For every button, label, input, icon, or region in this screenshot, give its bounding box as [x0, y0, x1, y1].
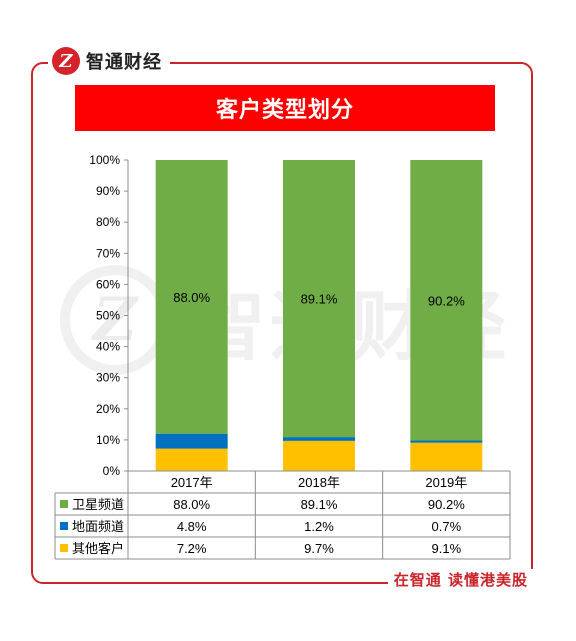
chart-title: 客户类型划分	[75, 85, 495, 131]
x-category-label: 2018年	[298, 475, 340, 490]
y-tick-label: 30%	[96, 371, 120, 385]
x-category-label: 2017年	[171, 475, 213, 490]
y-tick-label: 50%	[96, 309, 120, 323]
y-tick-label: 10%	[96, 433, 120, 447]
bar-data-label: 90.2%	[428, 293, 465, 308]
table-cell-value: 89.1%	[301, 497, 338, 512]
bar-segment	[410, 440, 483, 443]
legend-swatch	[60, 544, 68, 552]
legend-series-name: 地面频道	[72, 519, 124, 534]
slogan: 在智通 读懂港美股	[387, 569, 534, 590]
bar-segment	[155, 448, 228, 471]
table-cell-value: 9.7%	[304, 541, 334, 556]
table-cell-value: 0.7%	[432, 519, 462, 534]
y-tick-label: 80%	[96, 215, 120, 229]
bar-data-label: 89.1%	[301, 292, 338, 307]
brand-name: 智通财经	[86, 52, 162, 73]
y-tick-label: 40%	[96, 340, 120, 354]
table-cell-value: 4.8%	[177, 519, 207, 534]
bar-segment	[155, 433, 228, 449]
brand-logo-icon: Z	[52, 47, 80, 75]
legend-series-name: 卫星频道	[72, 497, 124, 512]
bar-segment	[155, 160, 228, 434]
y-tick-label: 70%	[96, 246, 120, 260]
brand-header: Z 智通财经	[48, 44, 170, 78]
bar-segment	[410, 160, 483, 441]
legend-swatch	[60, 522, 68, 530]
table-cell-value: 1.2%	[304, 519, 334, 534]
bar-segment	[283, 440, 355, 471]
bar-segment	[283, 160, 355, 438]
x-category-label: 2019年	[425, 475, 467, 490]
y-tick-label: 60%	[96, 277, 120, 291]
table-cell-value: 9.1%	[432, 541, 462, 556]
y-tick-label: 100%	[89, 153, 120, 167]
y-tick-label: 0%	[103, 464, 121, 478]
legend-series-name: 其他客户	[72, 541, 124, 556]
y-tick-label: 90%	[96, 184, 120, 198]
bar-segment	[283, 437, 355, 441]
y-tick-label: 20%	[96, 402, 120, 416]
table-cell-value: 90.2%	[428, 497, 465, 512]
table-cell-value: 7.2%	[177, 541, 207, 556]
table-cell-value: 88.0%	[173, 497, 210, 512]
bar-data-label: 88.0%	[173, 290, 210, 305]
legend-swatch	[60, 500, 68, 508]
bar-segment	[410, 442, 483, 471]
chart-frame	[31, 62, 533, 584]
